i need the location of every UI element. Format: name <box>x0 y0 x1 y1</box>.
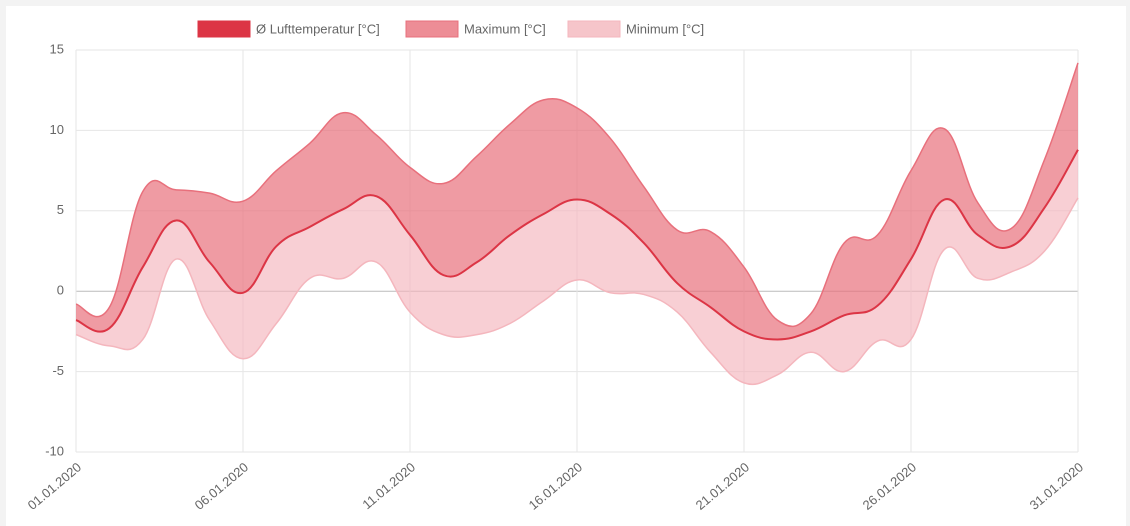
legend-swatch <box>567 20 621 38</box>
y-tick-label: -5 <box>52 363 64 378</box>
series-line <box>75 149 1079 341</box>
band-area <box>76 149 1078 385</box>
band-area <box>76 62 1078 340</box>
y-tick-label: 5 <box>57 202 64 217</box>
y-tick-label: 10 <box>50 122 64 137</box>
legend-swatch <box>405 20 459 38</box>
legend-label: Maximum [°C] <box>464 21 546 36</box>
series-line <box>75 62 1079 328</box>
y-tick-label: 15 <box>50 41 64 56</box>
legend-label: Minimum [°C] <box>626 21 704 36</box>
legend-label: Ø Lufttemperatur [°C] <box>256 21 380 36</box>
y-tick-label: 0 <box>57 283 64 298</box>
y-tick-label: -10 <box>45 443 64 458</box>
legend-swatch <box>197 20 251 38</box>
series-line <box>75 197 1079 386</box>
